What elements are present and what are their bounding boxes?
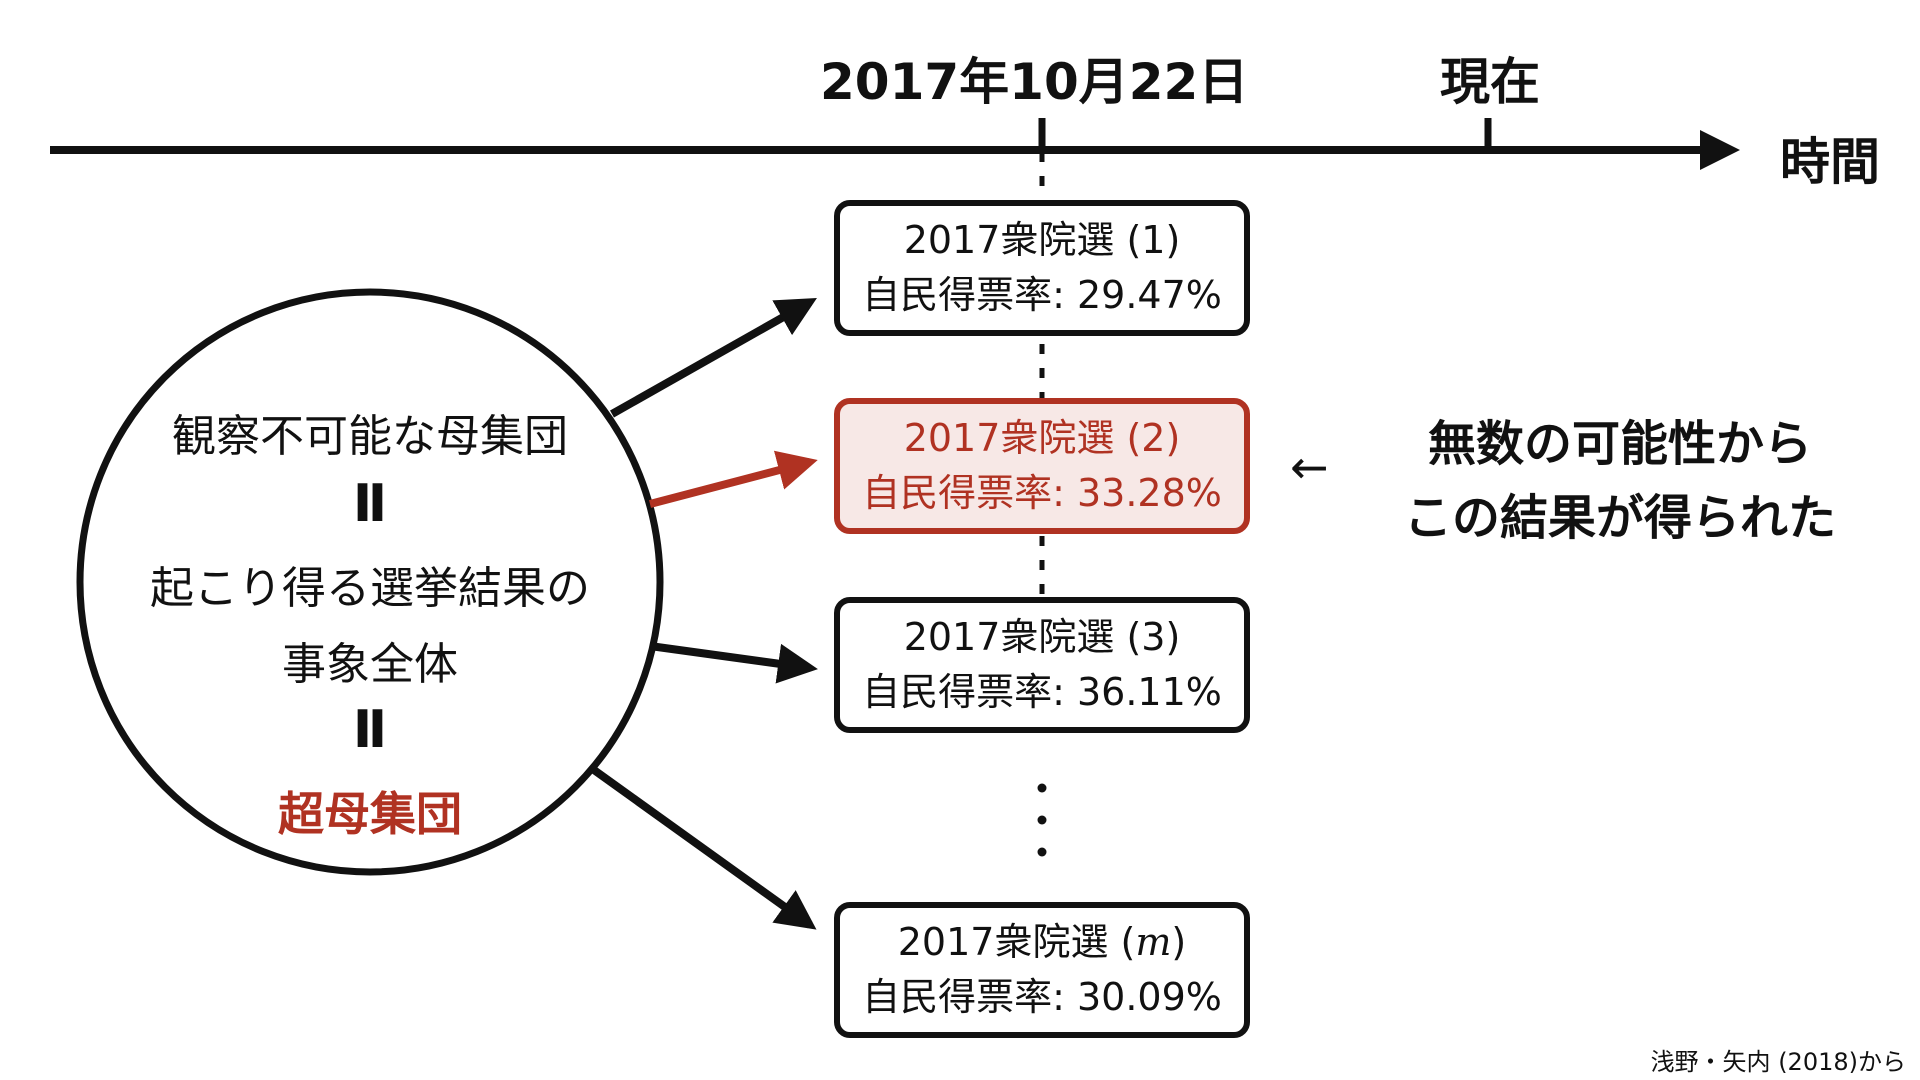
- result-box-3: 2017衆院選 (3) 自民得票率: 36.11%: [834, 597, 1250, 733]
- equals-sign: Ⅱ: [352, 700, 388, 760]
- arrow-to-box-1: [610, 298, 817, 418]
- result-box-title: 2017衆院選 (2): [903, 415, 1181, 460]
- circle-line-possible-results: 起こり得る選挙結果の: [150, 563, 590, 614]
- axis-label-time: 時間: [1780, 133, 1880, 191]
- source-citation: 浅野・矢内 (2018)から: [1650, 1048, 1906, 1076]
- result-box-1: 2017衆院選 (1) 自民得票率: 29.47%: [834, 200, 1250, 336]
- result-box-value: 自民得票率: 33.28%: [862, 471, 1222, 515]
- note-line-1: 無数の可能性から: [1427, 416, 1812, 472]
- date-label: 2017年10月22日: [820, 53, 1249, 111]
- title-prefix: 2017衆院選 (: [897, 919, 1136, 964]
- result-box-value: 自民得票率: 29.47%: [862, 273, 1222, 317]
- equals-sign: Ⅱ: [352, 474, 388, 534]
- now-label: 現在: [1440, 53, 1540, 111]
- arrow-to-box-3: [649, 642, 818, 684]
- ellipsis-dot: [1037, 815, 1047, 825]
- circle-line-unobservable-population: 観察不可能な母集団: [172, 411, 568, 462]
- time-axis-arrowhead: [1700, 130, 1740, 170]
- ellipsis-dot: [1037, 847, 1047, 857]
- result-box-value: 自民得票率: 30.09%: [862, 975, 1222, 1019]
- circle-accent-superpopulation: 超母集団: [278, 787, 462, 841]
- title-variable-m: m: [1135, 919, 1172, 964]
- result-box-value: 自民得票率: 36.11%: [862, 670, 1222, 714]
- arrow-to-box-2: [648, 450, 818, 508]
- superpopulation-circle: [76, 288, 664, 876]
- result-box-m: 2017衆院選 (m) 自民得票率: 30.09%: [834, 902, 1250, 1038]
- result-box-title: 2017衆院選 (m): [898, 919, 1187, 967]
- arrow-to-box-m: [591, 766, 817, 930]
- left-arrow-icon: ←: [1290, 440, 1329, 494]
- result-box-title: 2017衆院選 (1): [903, 217, 1181, 262]
- ellipsis-dot: [1037, 783, 1047, 793]
- title-suffix: ): [1171, 919, 1187, 964]
- note-line-2: この結果が得られた: [1403, 490, 1836, 546]
- result-box-2-highlighted: 2017衆院選 (2) 自民得票率: 33.28%: [834, 398, 1250, 534]
- circle-line-whole-event: 事象全体: [282, 639, 458, 690]
- result-box-title: 2017衆院選 (3): [903, 614, 1181, 659]
